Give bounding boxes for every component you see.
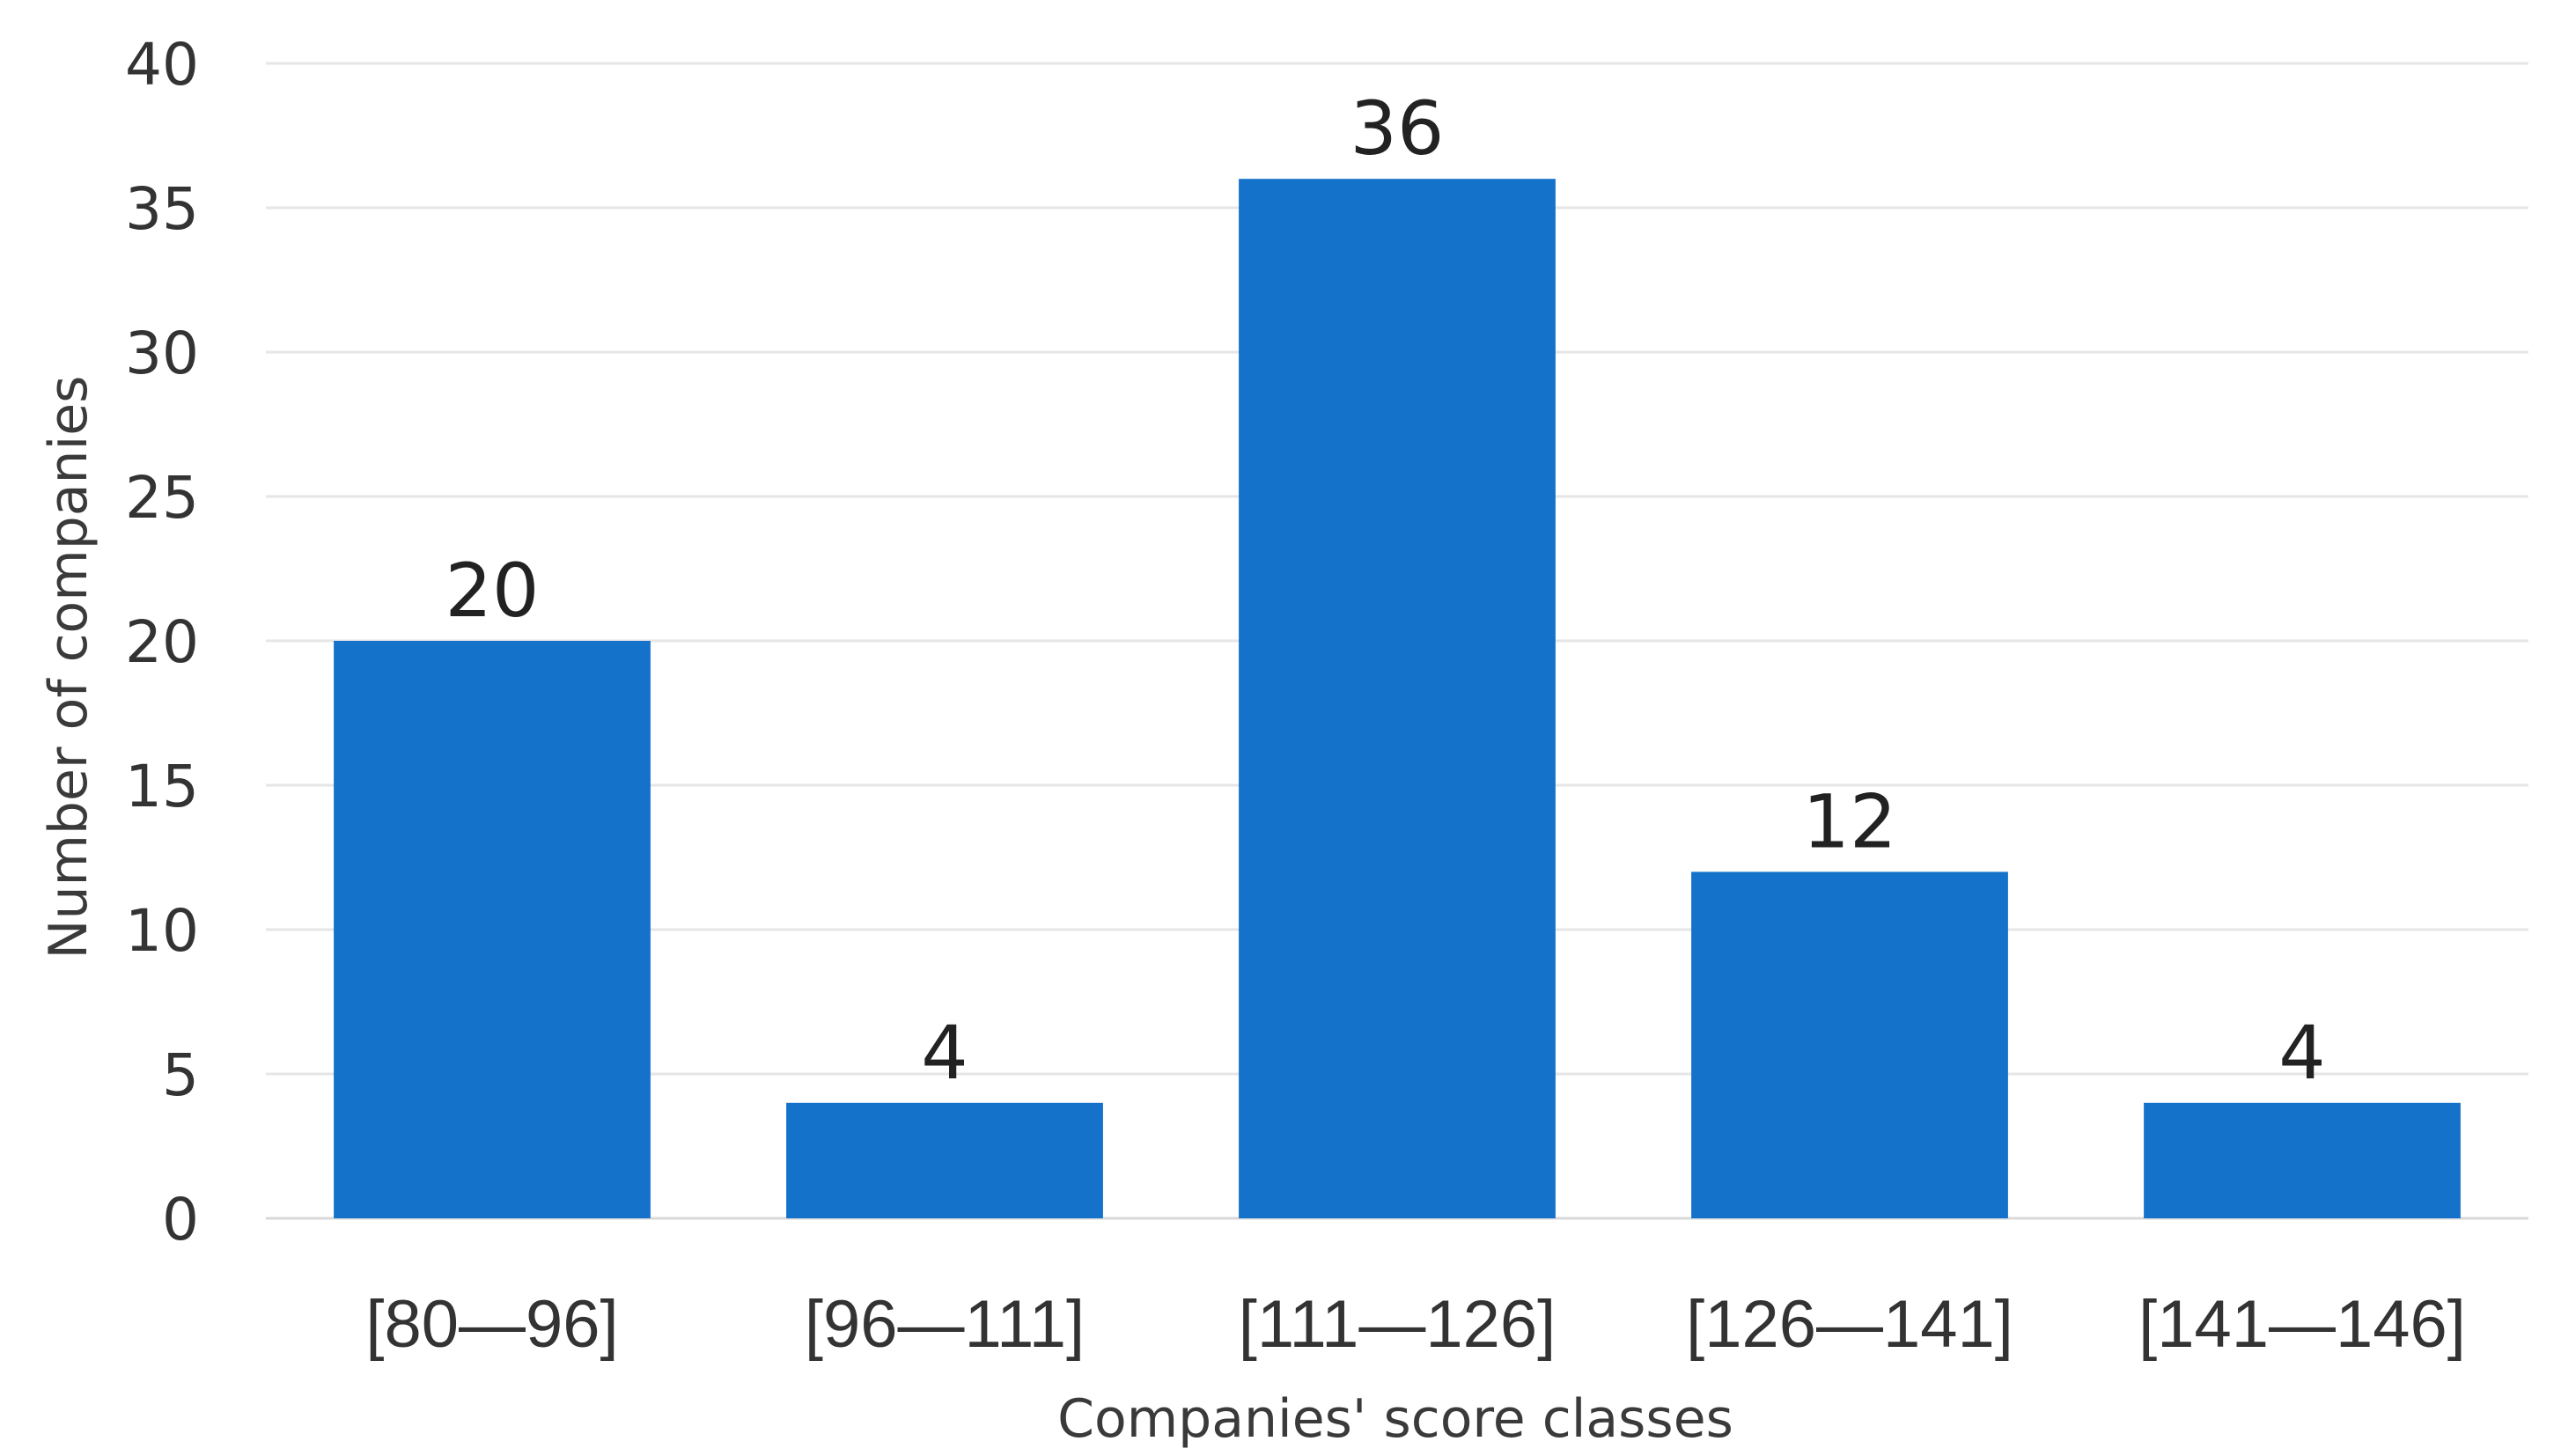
bar-value-label: 20 <box>445 548 540 634</box>
y-tick-label: 25 <box>125 464 199 532</box>
y-tick-label: 0 <box>162 1186 199 1254</box>
x-axis-title: Companies' score classes <box>1057 1388 1733 1450</box>
x-tick-label: [96—111] <box>805 1287 1085 1362</box>
bar-value-label: 12 <box>1803 778 1897 864</box>
y-axis-title: Number of companies <box>38 376 99 960</box>
bar <box>1691 871 2008 1218</box>
x-tick-label: [126—141] <box>1686 1287 2013 1362</box>
y-tick-label: 10 <box>125 897 199 965</box>
bars <box>334 179 2461 1219</box>
y-tick-label: 40 <box>125 31 199 99</box>
x-tick-label: [80—96] <box>365 1287 618 1362</box>
bar <box>2144 1102 2461 1218</box>
bar-value-label: 4 <box>2278 1010 2325 1096</box>
x-tick-label: [141—146] <box>2138 1287 2466 1362</box>
bar-value-label: 4 <box>921 1010 968 1096</box>
bar <box>334 641 651 1218</box>
y-tick-label: 30 <box>125 320 199 387</box>
y-tick-label: 35 <box>125 175 199 243</box>
y-tick-label: 5 <box>162 1041 199 1109</box>
x-axis-categories: [80—96] [96—111] [111—126] [126—141] [141—14… <box>365 1287 2466 1362</box>
y-axis-ticks: 0 5 10 15 20 25 30 35 40 <box>125 31 199 1254</box>
bar <box>786 1102 1103 1218</box>
data-labels: 20 4 36 12 4 <box>445 85 2326 1096</box>
bar-value-label: 36 <box>1350 85 1445 172</box>
bar <box>1239 179 1556 1219</box>
x-tick-label: [111—126] <box>1239 1287 1556 1362</box>
y-tick-label: 20 <box>125 608 199 676</box>
y-tick-label: 15 <box>125 753 199 820</box>
